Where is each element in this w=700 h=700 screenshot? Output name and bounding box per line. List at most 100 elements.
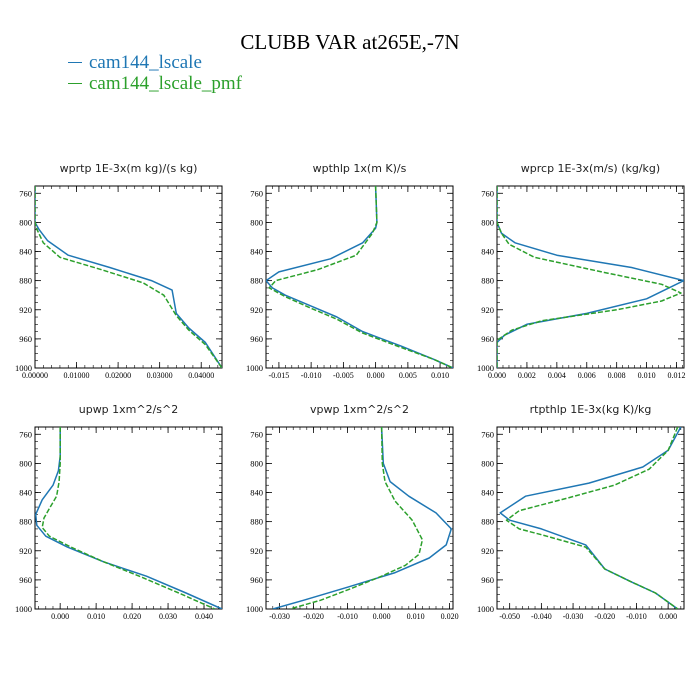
series-line-cam144_lscale — [35, 427, 222, 609]
legend-item: cam144_lscale — [68, 52, 242, 73]
series-line-cam144_lscale_pmf — [35, 186, 222, 368]
x-tick-label: 0.006 — [578, 371, 596, 380]
y-tick-label: 960 — [19, 334, 32, 344]
x-tick-label: 0.000 — [51, 612, 69, 621]
panel: wpthlp 1x(m K)/s -0.015 -0.010 -0.005 0.000 0… — [246, 162, 454, 380]
y-tick-label: 840 — [481, 247, 494, 257]
x-tick-label: 0.040 — [195, 612, 213, 621]
panel: wprcp 1E-3x(m/s) (kg/kg) 0.000 0.002 0.004 0… — [477, 162, 686, 380]
x-tick-label: 0.000 — [488, 371, 506, 380]
y-tick-label: 880 — [250, 276, 263, 286]
y-tick-label: 1000 — [477, 604, 494, 614]
y-tick-label: 800 — [250, 458, 263, 468]
x-tick-label: 0.010 — [87, 612, 105, 621]
y-tick-label: 1000 — [477, 363, 494, 373]
panel-frame — [496, 426, 685, 610]
y-tick-label: 920 — [19, 546, 32, 556]
x-tick-label: 0.012 — [668, 371, 686, 380]
series-line-cam144_lscale — [266, 186, 453, 368]
legend-label: cam144_lscale_pmf — [89, 73, 243, 94]
legend-line-icon — [68, 83, 82, 84]
x-tick-label: 0.04000 — [188, 371, 214, 380]
y-tick-label: 880 — [250, 517, 263, 527]
y-tick-label: 840 — [250, 247, 263, 257]
x-tick-label: -0.040 — [531, 612, 552, 621]
x-tick-label: 0.008 — [608, 371, 626, 380]
series-line-cam144_lscale — [497, 186, 684, 368]
y-tick-label: 920 — [481, 305, 494, 315]
panel-frame — [265, 426, 454, 610]
series-line-cam144_lscale — [35, 186, 222, 368]
x-tick-label: 0.010 — [407, 612, 425, 621]
y-tick-label: 880 — [19, 276, 32, 286]
y-tick-label: 1000 — [15, 604, 32, 614]
y-tick-label: 800 — [19, 217, 32, 227]
y-tick-label: 840 — [250, 488, 263, 498]
x-tick-label: 0.02000 — [105, 371, 131, 380]
y-tick-label: 960 — [250, 334, 263, 344]
y-tick-label: 800 — [481, 458, 494, 468]
x-tick-label: -0.005 — [333, 371, 354, 380]
x-tick-label: 0.005 — [399, 371, 417, 380]
panel-frame — [265, 185, 454, 369]
panel-title: wprtp 1E-3x(m kg)/(s kg) — [60, 162, 198, 175]
y-tick-label: 880 — [19, 517, 32, 527]
panel-frame — [34, 426, 223, 610]
x-tick-label: 0.020 — [123, 612, 141, 621]
series-line-cam144_lscale — [272, 427, 453, 609]
y-tick-label: 920 — [19, 305, 32, 315]
x-tick-label: 0.03000 — [147, 371, 173, 380]
series-line-cam144_lscale_pmf — [505, 427, 679, 609]
x-tick-label: 0.010 — [638, 371, 656, 380]
y-tick-label: 960 — [481, 575, 494, 585]
y-tick-label: 760 — [481, 188, 494, 198]
panel-title: wprcp 1E-3x(m/s) (kg/kg) — [521, 162, 660, 175]
x-tick-label: 0.002 — [518, 371, 536, 380]
y-tick-label: 760 — [19, 429, 32, 439]
x-tick-label: 0.000 — [367, 371, 385, 380]
series-line-cam144_lscale_pmf — [268, 186, 453, 368]
x-tick-label: -0.050 — [499, 612, 520, 621]
panel-frame — [496, 185, 685, 369]
x-tick-label: 0.020 — [441, 612, 459, 621]
panel-title: rtpthlp 1E-3x(kg K)/kg — [530, 403, 652, 416]
y-tick-label: 760 — [19, 188, 32, 198]
y-tick-label: 920 — [250, 305, 263, 315]
y-tick-label: 880 — [481, 517, 494, 527]
series-line-cam144_lscale_pmf — [41, 427, 216, 609]
x-tick-label: 0.004 — [548, 371, 566, 380]
x-tick-label: -0.010 — [301, 371, 322, 380]
y-tick-label: 960 — [481, 334, 494, 344]
panel: wprtp 1E-3x(m kg)/(s kg) 0.00000 0.01000 0.… — [15, 162, 223, 380]
series-line-cam144_lscale_pmf — [289, 427, 424, 609]
y-tick-label: 1000 — [246, 363, 263, 373]
panel-title: upwp 1xm^2/s^2 — [79, 403, 179, 416]
y-tick-label: 760 — [250, 188, 263, 198]
y-tick-label: 840 — [19, 247, 32, 257]
x-tick-label: -0.010 — [337, 612, 358, 621]
y-tick-label: 760 — [250, 429, 263, 439]
figure-title: CLUBB VAR at265E,-7N — [240, 30, 460, 54]
x-tick-label: -0.030 — [563, 612, 584, 621]
y-tick-label: 800 — [250, 217, 263, 227]
y-tick-label: 880 — [481, 276, 494, 286]
x-tick-label: -0.030 — [269, 612, 290, 621]
x-tick-label: 0.01000 — [64, 371, 90, 380]
y-tick-label: 840 — [19, 488, 32, 498]
legend-item: cam144_lscale_pmf — [68, 73, 242, 94]
legend: cam144_lscale cam144_lscale_pmf — [68, 52, 242, 94]
legend-line-icon — [68, 62, 82, 63]
x-tick-label: 0.010 — [431, 371, 449, 380]
x-tick-label: 0.000 — [659, 612, 677, 621]
y-tick-label: 920 — [481, 546, 494, 556]
series-line-cam144_lscale — [499, 427, 682, 609]
panel: rtpthlp 1E-3x(kg K)/kg -0.050 -0.040 -0.030… — [477, 403, 685, 621]
x-tick-label: -0.020 — [303, 612, 324, 621]
panel: vpwp 1xm^2/s^2 -0.030 -0.020 -0.010 0.000 0.0… — [246, 403, 459, 621]
panel-title: wpthlp 1x(m K)/s — [313, 162, 407, 175]
y-tick-label: 760 — [481, 429, 494, 439]
y-tick-label: 1000 — [246, 604, 263, 614]
x-tick-label: 0.030 — [159, 612, 177, 621]
